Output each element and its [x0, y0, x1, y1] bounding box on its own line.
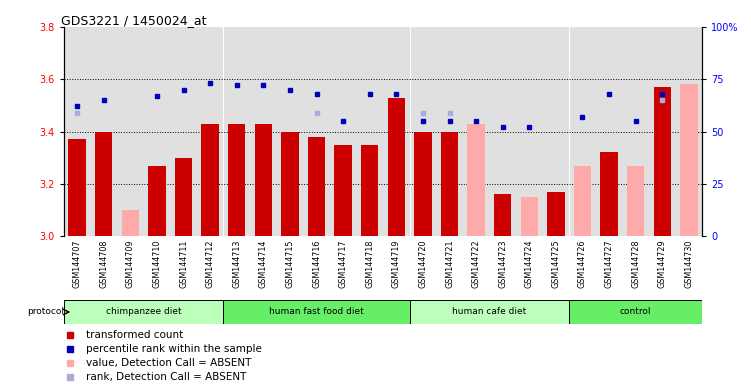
- Text: GSM144718: GSM144718: [365, 239, 374, 288]
- Text: human fast food diet: human fast food diet: [269, 308, 364, 316]
- Text: protocol: protocol: [27, 308, 64, 316]
- Bar: [334, 145, 351, 236]
- Bar: [388, 98, 405, 236]
- Bar: [467, 124, 484, 236]
- Bar: [415, 132, 432, 236]
- Text: GSM144721: GSM144721: [445, 239, 454, 288]
- Bar: [224, 300, 409, 324]
- Text: GSM144722: GSM144722: [472, 239, 481, 288]
- Bar: [361, 145, 379, 236]
- Text: GSM144716: GSM144716: [312, 239, 321, 288]
- Text: control: control: [620, 308, 651, 316]
- Text: GSM144710: GSM144710: [152, 239, 161, 288]
- Text: GSM144709: GSM144709: [126, 239, 135, 288]
- Bar: [601, 152, 618, 236]
- Text: transformed count: transformed count: [86, 330, 183, 340]
- Bar: [64, 300, 224, 324]
- Bar: [520, 197, 538, 236]
- Text: GSM144726: GSM144726: [578, 239, 587, 288]
- Bar: [441, 132, 458, 236]
- Text: value, Detection Call = ABSENT: value, Detection Call = ABSENT: [86, 358, 252, 368]
- Bar: [308, 137, 325, 236]
- Bar: [627, 166, 644, 236]
- Bar: [282, 132, 299, 236]
- Text: GSM144719: GSM144719: [392, 239, 401, 288]
- Text: GSM144728: GSM144728: [631, 239, 640, 288]
- Bar: [255, 124, 272, 236]
- Text: GSM144720: GSM144720: [418, 239, 427, 288]
- Text: GSM144727: GSM144727: [605, 239, 614, 288]
- Text: GSM144725: GSM144725: [551, 239, 560, 288]
- Bar: [569, 300, 702, 324]
- Text: GSM144715: GSM144715: [285, 239, 294, 288]
- Text: GSM144724: GSM144724: [525, 239, 534, 288]
- Text: GSM144712: GSM144712: [206, 239, 215, 288]
- Text: GSM144707: GSM144707: [73, 239, 82, 288]
- Text: rank, Detection Call = ABSENT: rank, Detection Call = ABSENT: [86, 372, 246, 382]
- Text: GSM144713: GSM144713: [232, 239, 241, 288]
- Bar: [653, 87, 671, 236]
- Bar: [148, 166, 165, 236]
- Text: GSM144730: GSM144730: [684, 239, 693, 288]
- Bar: [95, 132, 113, 236]
- Text: GSM144723: GSM144723: [498, 239, 507, 288]
- Text: GSM144708: GSM144708: [99, 239, 108, 288]
- Text: GSM144717: GSM144717: [339, 239, 348, 288]
- Bar: [547, 192, 565, 236]
- Bar: [228, 124, 246, 236]
- Bar: [680, 84, 698, 236]
- Text: chimpanzee diet: chimpanzee diet: [106, 308, 182, 316]
- Text: GSM144711: GSM144711: [179, 239, 188, 288]
- Bar: [574, 166, 591, 236]
- Text: human cafe diet: human cafe diet: [452, 308, 526, 316]
- Text: GSM144714: GSM144714: [259, 239, 268, 288]
- Text: percentile rank within the sample: percentile rank within the sample: [86, 344, 262, 354]
- Bar: [175, 158, 192, 236]
- Text: GDS3221 / 1450024_at: GDS3221 / 1450024_at: [61, 14, 206, 27]
- Bar: [409, 300, 569, 324]
- Text: GSM144729: GSM144729: [658, 239, 667, 288]
- Bar: [122, 210, 139, 236]
- Bar: [68, 139, 86, 236]
- Bar: [494, 194, 511, 236]
- Bar: [201, 124, 219, 236]
